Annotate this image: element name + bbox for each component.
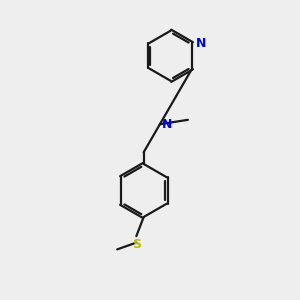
Text: N: N bbox=[162, 118, 172, 131]
Text: N: N bbox=[196, 37, 206, 50]
Text: S: S bbox=[132, 238, 141, 250]
